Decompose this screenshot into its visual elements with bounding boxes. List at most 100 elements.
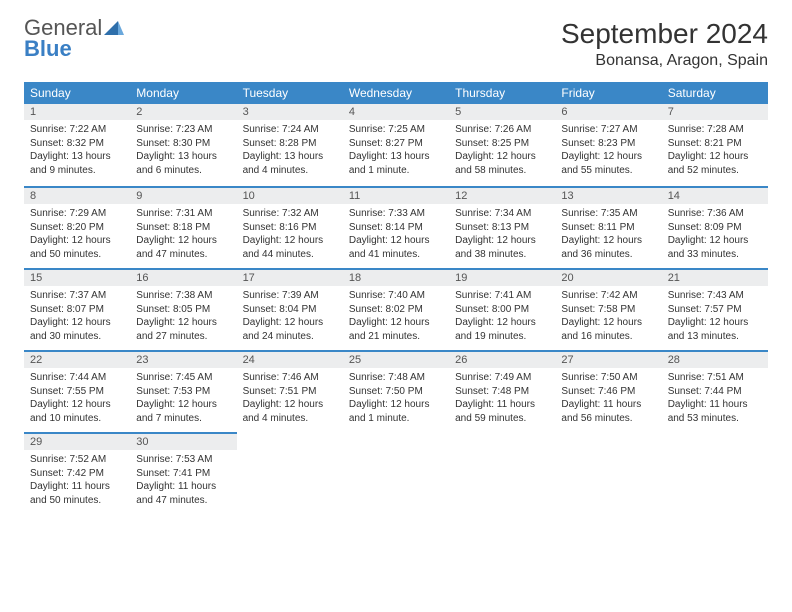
sunrise-text: Sunrise: 7:25 AM [349,123,443,137]
sunset-text: Sunset: 8:28 PM [243,137,337,151]
calendar-cell: 11Sunrise: 7:33 AMSunset: 8:14 PMDayligh… [343,186,449,268]
calendar-cell: 20Sunrise: 7:42 AMSunset: 7:58 PMDayligh… [555,268,661,350]
sunset-text: Sunset: 8:07 PM [30,303,124,317]
day-content: Sunrise: 7:29 AMSunset: 8:20 PMDaylight:… [24,204,130,267]
sunrise-text: Sunrise: 7:31 AM [136,207,230,221]
calendar-cell: 9Sunrise: 7:31 AMSunset: 8:18 PMDaylight… [130,186,236,268]
day-number: 16 [130,268,236,286]
day-number: 10 [237,186,343,204]
calendar-cell: 12Sunrise: 7:34 AMSunset: 8:13 PMDayligh… [449,186,555,268]
sunrise-text: Sunrise: 7:42 AM [561,289,655,303]
day-header-tuesday: Tuesday [237,82,343,104]
day-number: 12 [449,186,555,204]
sunrise-text: Sunrise: 7:24 AM [243,123,337,137]
day-content: Sunrise: 7:41 AMSunset: 8:00 PMDaylight:… [449,286,555,349]
day-number: 5 [449,104,555,120]
day-number: 20 [555,268,661,286]
sunset-text: Sunset: 8:32 PM [30,137,124,151]
sunset-text: Sunset: 8:13 PM [455,221,549,235]
sunrise-text: Sunrise: 7:41 AM [455,289,549,303]
daylight-text: Daylight: 12 hours and 47 minutes. [136,234,230,261]
sunrise-text: Sunrise: 7:26 AM [455,123,549,137]
sunrise-text: Sunrise: 7:23 AM [136,123,230,137]
sunset-text: Sunset: 8:09 PM [668,221,762,235]
day-header-sunday: Sunday [24,82,130,104]
daylight-text: Daylight: 12 hours and 13 minutes. [668,316,762,343]
sunrise-text: Sunrise: 7:32 AM [243,207,337,221]
daylight-text: Daylight: 12 hours and 58 minutes. [455,150,549,177]
logo-part2: Blue [24,36,72,61]
sunrise-text: Sunrise: 7:36 AM [668,207,762,221]
day-number: 7 [662,104,768,120]
day-content: Sunrise: 7:46 AMSunset: 7:51 PMDaylight:… [237,368,343,431]
calendar-cell: 3Sunrise: 7:24 AMSunset: 8:28 PMDaylight… [237,104,343,186]
daylight-text: Daylight: 12 hours and 7 minutes. [136,398,230,425]
sunset-text: Sunset: 7:42 PM [30,467,124,481]
day-content: Sunrise: 7:34 AMSunset: 8:13 PMDaylight:… [449,204,555,267]
daylight-text: Daylight: 12 hours and 16 minutes. [561,316,655,343]
sunset-text: Sunset: 8:20 PM [30,221,124,235]
sunset-text: Sunset: 8:27 PM [349,137,443,151]
calendar-cell: 13Sunrise: 7:35 AMSunset: 8:11 PMDayligh… [555,186,661,268]
day-number: 2 [130,104,236,120]
day-number: 30 [130,432,236,450]
calendar-cell: 15Sunrise: 7:37 AMSunset: 8:07 PMDayligh… [24,268,130,350]
day-number: 14 [662,186,768,204]
daylight-text: Daylight: 12 hours and 44 minutes. [243,234,337,261]
calendar-cell: 5Sunrise: 7:26 AMSunset: 8:25 PMDaylight… [449,104,555,186]
daylight-text: Daylight: 12 hours and 4 minutes. [243,398,337,425]
day-content: Sunrise: 7:51 AMSunset: 7:44 PMDaylight:… [662,368,768,431]
day-header-thursday: Thursday [449,82,555,104]
sunset-text: Sunset: 8:04 PM [243,303,337,317]
calendar-cell: 1Sunrise: 7:22 AMSunset: 8:32 PMDaylight… [24,104,130,186]
daylight-text: Daylight: 12 hours and 33 minutes. [668,234,762,261]
day-content: Sunrise: 7:32 AMSunset: 8:16 PMDaylight:… [237,204,343,267]
daylight-text: Daylight: 13 hours and 4 minutes. [243,150,337,177]
day-number: 22 [24,350,130,368]
sunset-text: Sunset: 7:44 PM [668,385,762,399]
calendar-cell: 24Sunrise: 7:46 AMSunset: 7:51 PMDayligh… [237,350,343,432]
daylight-text: Daylight: 12 hours and 27 minutes. [136,316,230,343]
calendar-cell [449,432,555,514]
logo-sail-icon [104,18,124,39]
day-content: Sunrise: 7:35 AMSunset: 8:11 PMDaylight:… [555,204,661,267]
day-content: Sunrise: 7:45 AMSunset: 7:53 PMDaylight:… [130,368,236,431]
day-header-saturday: Saturday [662,82,768,104]
day-content: Sunrise: 7:44 AMSunset: 7:55 PMDaylight:… [24,368,130,431]
day-content: Sunrise: 7:25 AMSunset: 8:27 PMDaylight:… [343,120,449,183]
calendar-cell: 18Sunrise: 7:40 AMSunset: 8:02 PMDayligh… [343,268,449,350]
day-content: Sunrise: 7:36 AMSunset: 8:09 PMDaylight:… [662,204,768,267]
calendar-cell [237,432,343,514]
day-content: Sunrise: 7:24 AMSunset: 8:28 PMDaylight:… [237,120,343,183]
day-content: Sunrise: 7:33 AMSunset: 8:14 PMDaylight:… [343,204,449,267]
day-number: 26 [449,350,555,368]
daylight-text: Daylight: 11 hours and 59 minutes. [455,398,549,425]
sunrise-text: Sunrise: 7:51 AM [668,371,762,385]
sunrise-text: Sunrise: 7:37 AM [30,289,124,303]
day-number: 29 [24,432,130,450]
calendar-row: 1Sunrise: 7:22 AMSunset: 8:32 PMDaylight… [24,104,768,186]
day-content: Sunrise: 7:31 AMSunset: 8:18 PMDaylight:… [130,204,236,267]
day-number: 3 [237,104,343,120]
day-content: Sunrise: 7:40 AMSunset: 8:02 PMDaylight:… [343,286,449,349]
daylight-text: Daylight: 12 hours and 24 minutes. [243,316,337,343]
day-content: Sunrise: 7:49 AMSunset: 7:48 PMDaylight:… [449,368,555,431]
day-content: Sunrise: 7:50 AMSunset: 7:46 PMDaylight:… [555,368,661,431]
day-number: 28 [662,350,768,368]
daylight-text: Daylight: 12 hours and 36 minutes. [561,234,655,261]
day-content: Sunrise: 7:43 AMSunset: 7:57 PMDaylight:… [662,286,768,349]
calendar-cell [662,432,768,514]
calendar-cell: 4Sunrise: 7:25 AMSunset: 8:27 PMDaylight… [343,104,449,186]
day-content: Sunrise: 7:28 AMSunset: 8:21 PMDaylight:… [662,120,768,183]
sunset-text: Sunset: 8:14 PM [349,221,443,235]
sunset-text: Sunset: 8:16 PM [243,221,337,235]
calendar-cell [555,432,661,514]
sunrise-text: Sunrise: 7:50 AM [561,371,655,385]
sunset-text: Sunset: 7:53 PM [136,385,230,399]
calendar-row: 8Sunrise: 7:29 AMSunset: 8:20 PMDaylight… [24,186,768,268]
daylight-text: Daylight: 12 hours and 10 minutes. [30,398,124,425]
day-content: Sunrise: 7:39 AMSunset: 8:04 PMDaylight:… [237,286,343,349]
calendar-cell: 28Sunrise: 7:51 AMSunset: 7:44 PMDayligh… [662,350,768,432]
sunset-text: Sunset: 8:00 PM [455,303,549,317]
sunset-text: Sunset: 8:05 PM [136,303,230,317]
